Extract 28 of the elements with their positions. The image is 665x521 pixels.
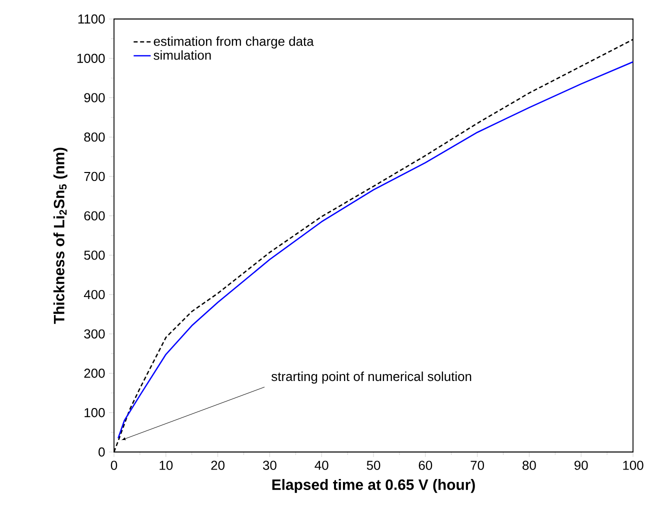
legend-label: simulation: [154, 50, 211, 60]
y-tick-label: 400: [84, 290, 105, 300]
x-tick-label: 40: [314, 460, 328, 470]
x-axis-title: Elapsed time at 0.65 V (hour): [272, 479, 475, 493]
y-tick-label: 200: [84, 368, 105, 378]
y-axis-title: Thickness of Li$_{2}$Sn$_{5}$ (nm): [53, 148, 68, 324]
x-tick-label: 90: [574, 460, 588, 470]
y-tick-label: 900: [84, 93, 105, 102]
x-tick-label: 50: [366, 460, 380, 470]
y-tick-label: 500: [84, 250, 105, 260]
x-tick-label: 80: [522, 460, 536, 470]
legend-label: estimation from charge data: [154, 36, 314, 48]
x-tick-label: 30: [263, 460, 276, 470]
x-tick-label: 0: [110, 460, 118, 470]
y-tick-label: 0: [98, 447, 105, 457]
y-tick-label: 600: [84, 211, 105, 220]
x-tick-label: 70: [470, 460, 484, 470]
y-tick-label: 700: [84, 172, 105, 182]
x-tick-label: 100: [623, 460, 644, 470]
y-tick-label: 1000: [77, 54, 105, 63]
y-tick-label: 800: [84, 132, 105, 142]
x-tick-label: 20: [211, 460, 224, 470]
y-tick-label: 100: [84, 408, 105, 418]
y-tick-label: 300: [84, 329, 105, 338]
annotation: strarting point of numerical solution: [272, 372, 472, 384]
y-tick-label: 1100: [78, 14, 105, 24]
x-tick-label: 10: [160, 460, 173, 470]
x-tick-label: 60: [418, 460, 432, 470]
